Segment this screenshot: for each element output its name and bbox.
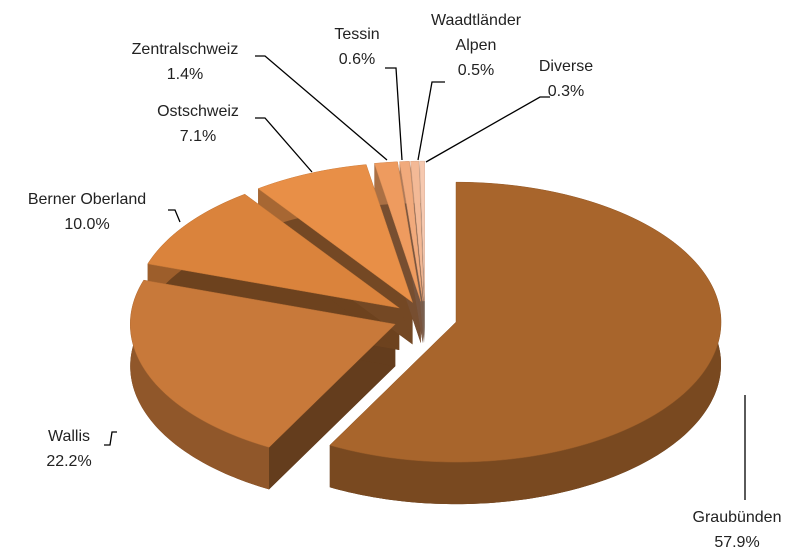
category-label: Tessin <box>307 22 407 47</box>
category-label: Waadtländer Alpen <box>421 8 531 58</box>
value-label: 0.3% <box>511 79 621 104</box>
category-label: Diverse <box>511 54 621 79</box>
category-label: Graubünden <box>667 505 790 530</box>
value-label: 22.2% <box>9 449 129 474</box>
category-label: Berner Oberland <box>7 187 167 212</box>
category-label: Zentralschweiz <box>105 37 265 62</box>
value-label: 10.0% <box>7 212 167 237</box>
category-label: Wallis <box>9 424 129 449</box>
value-label: 7.1% <box>128 124 268 149</box>
category-label: Ostschweiz <box>128 99 268 124</box>
value-label: 1.4% <box>105 62 265 87</box>
leader-line <box>418 82 445 160</box>
value-label: 0.6% <box>307 47 407 72</box>
leader-line <box>168 210 180 222</box>
chart: Graubünden57.9% Wallis22.2% Berner Oberlan… <box>0 0 790 550</box>
leader-line <box>426 97 550 162</box>
value-label: 57.9% <box>667 530 790 550</box>
leader-line <box>385 68 402 160</box>
